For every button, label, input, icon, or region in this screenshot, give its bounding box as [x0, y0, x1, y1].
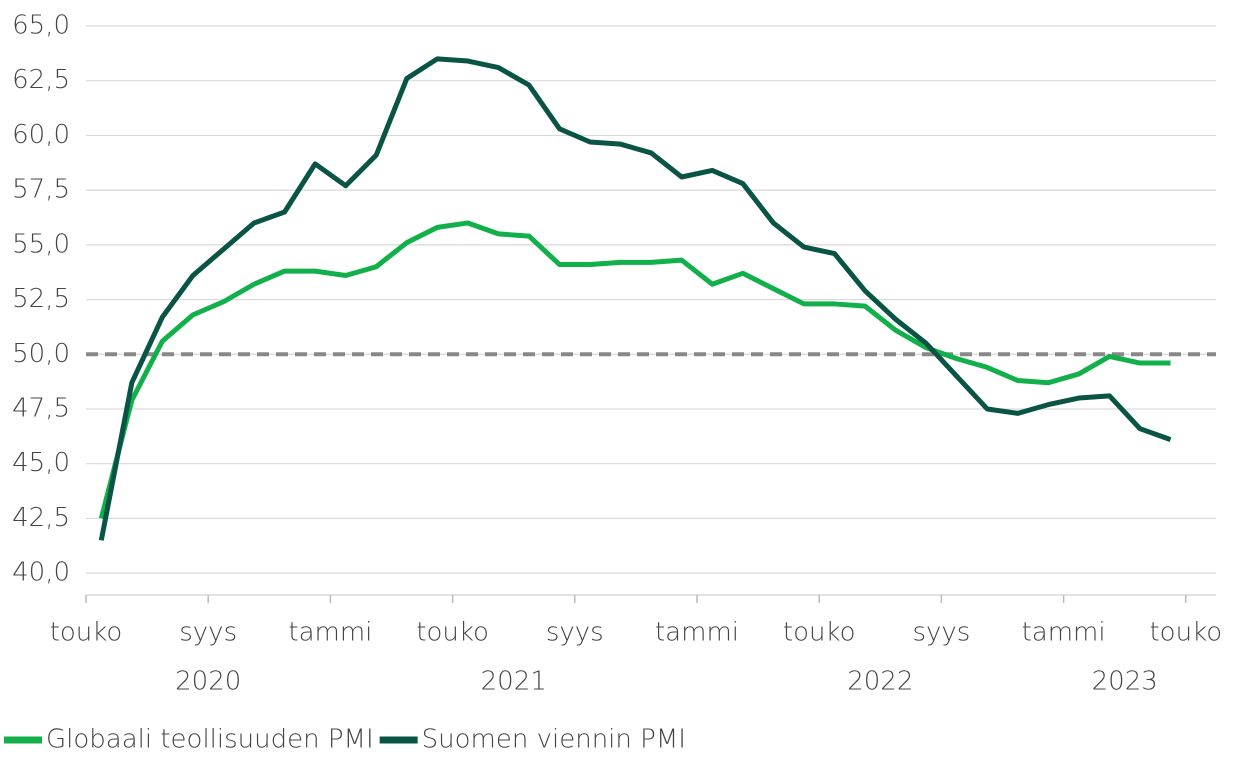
x-tick-label: tammi	[288, 618, 372, 648]
year-label: 2021	[481, 667, 547, 697]
x-tick-label: syys	[179, 618, 237, 648]
x-tick-label: touko	[783, 618, 856, 648]
y-tick-label: 47,5	[12, 393, 70, 423]
y-tick-label: 40,0	[12, 558, 70, 588]
series-line	[98, 56, 1172, 541]
x-tick-label: tammi	[1022, 618, 1106, 648]
y-tick-label: 65,0	[12, 11, 70, 41]
legend-label: Suomen viennin PMI	[422, 725, 686, 755]
y-tick-label: 55,0	[12, 229, 70, 259]
x-tick-label: syys	[912, 618, 970, 648]
series-line	[98, 220, 1171, 520]
y-tick-label: 60,0	[12, 120, 70, 150]
x-tick-label: tammi	[655, 618, 739, 648]
x-tick-label: touko	[50, 618, 123, 648]
x-tick-label: touko	[1149, 618, 1222, 648]
x-tick-label: syys	[546, 618, 604, 648]
y-tick-label: 42,5	[12, 503, 70, 533]
y-tick-label: 45,0	[12, 448, 70, 478]
y-tick-label: 62,5	[12, 65, 70, 95]
y-tick-label: 57,5	[12, 175, 70, 205]
y-tick-label: 52,5	[12, 284, 70, 314]
year-label: 2020	[175, 667, 241, 697]
year-label: 2022	[847, 667, 913, 697]
y-tick-label: 50,0	[12, 339, 70, 369]
x-tick-label: touko	[416, 618, 489, 648]
year-label: 2023	[1092, 667, 1158, 697]
legend-label: Globaali teollisuuden PMI	[46, 725, 374, 755]
